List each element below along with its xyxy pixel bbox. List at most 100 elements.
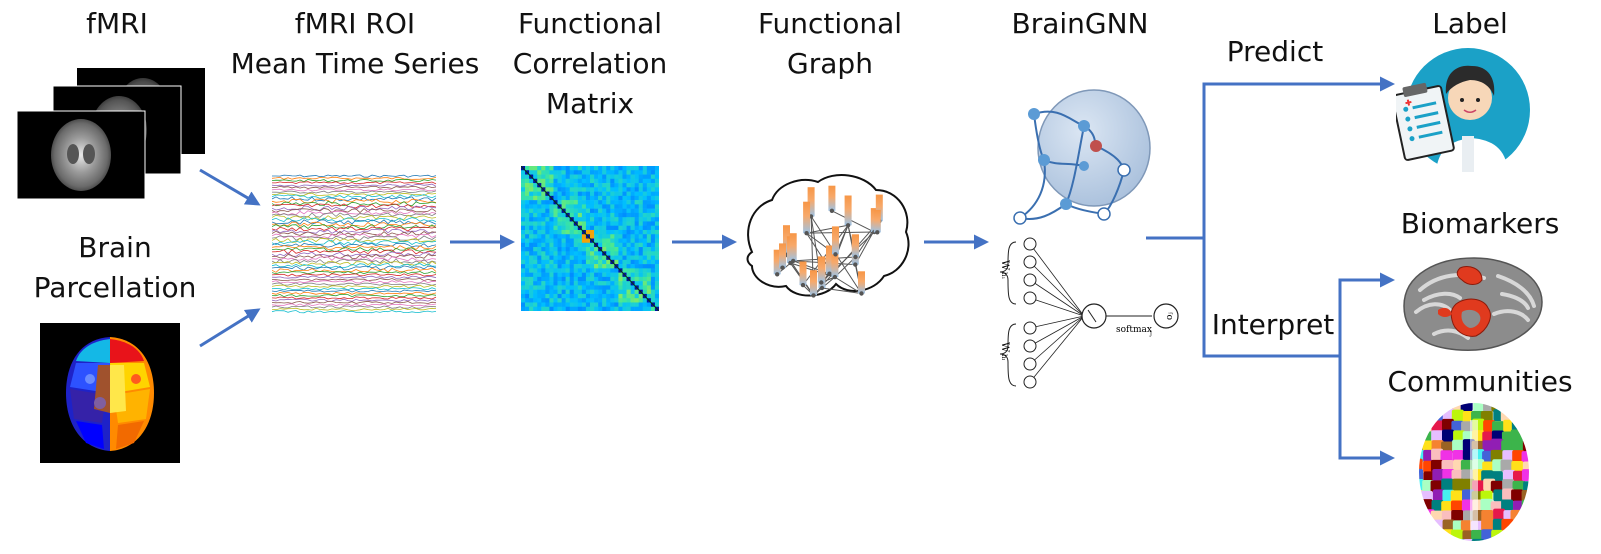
matrix-cell: [529, 217, 534, 222]
matrix-cell: [537, 200, 542, 205]
matrix-cell: [606, 200, 611, 205]
matrix-cell: [529, 225, 534, 231]
matrix-cell: [622, 191, 627, 197]
matrix-cell: [573, 298, 579, 303]
matrix-cell: [529, 183, 534, 188]
matrix-cell: [545, 238, 550, 244]
matrix-cell: [594, 178, 599, 184]
community-patch: [1430, 459, 1443, 472]
community-patch: [1490, 449, 1503, 462]
matrix-cell: [585, 208, 591, 214]
matrix-cell: [642, 225, 648, 231]
matrix-cell: [541, 217, 546, 222]
matrix-cell: [650, 276, 656, 282]
matrix-cell: [626, 238, 631, 244]
matrix-cell: [622, 238, 627, 244]
matrix-cell: [585, 285, 591, 290]
matrix-cell: [622, 276, 627, 282]
matrix-cell: [525, 242, 530, 248]
matrix-cell: [638, 247, 644, 252]
matrix-cell: [577, 221, 583, 226]
graph-edge: [834, 276, 862, 294]
matrix-cell: [630, 183, 635, 188]
matrix-cell: [569, 174, 575, 180]
matrix-cell: [577, 195, 583, 201]
matrix-cell: [602, 289, 607, 295]
matrix-cell: [594, 293, 599, 299]
matrix-cell: [638, 285, 644, 290]
matrix-cell: [565, 268, 571, 273]
matrix-cell: [557, 255, 562, 261]
graph-node-bar: [852, 234, 859, 257]
graph-node: [829, 208, 835, 213]
matrix-cell: [614, 251, 619, 256]
matrix-cell: [533, 200, 538, 205]
matrix-cell: [545, 200, 550, 205]
matrix-cell: [606, 306, 611, 311]
matrix-cell: [638, 255, 644, 261]
matrix-cell: [590, 200, 595, 205]
matrix-cell: [569, 238, 575, 244]
matrix-cell: [602, 298, 607, 303]
matrix-cell: [569, 191, 575, 197]
matrix-cell: [577, 242, 583, 248]
matrix-cell: [537, 166, 542, 171]
matrix-cell: [557, 212, 562, 218]
matrix-cell: [541, 298, 546, 303]
community-patch: [1431, 430, 1444, 443]
community-patch: [1441, 460, 1454, 473]
matrix-cell: [614, 212, 619, 218]
matrix-cell: [561, 281, 566, 286]
matrix-cell: [557, 306, 562, 311]
matrix-cell: [602, 259, 607, 265]
matrix-cell: [545, 204, 550, 209]
matrix-cell: [585, 238, 591, 244]
matrix-cell: [557, 298, 562, 303]
matrix-cell: [626, 293, 631, 299]
matrix-cell: [634, 234, 640, 239]
matrix-cell: [598, 183, 603, 188]
matrix-cell: [557, 217, 562, 222]
matrix-cell: [537, 285, 542, 290]
weight-top-label: W: [999, 260, 1010, 271]
matrix-cell: [573, 187, 579, 192]
matrix-cell: [577, 247, 583, 252]
matrix-cell: [590, 183, 595, 188]
matrix-cell: [545, 195, 550, 201]
time-series-line: [272, 210, 437, 216]
matrix-cell: [634, 259, 640, 265]
community-patch: [1502, 479, 1515, 492]
matrix-cell: [561, 264, 566, 269]
matrix-cell: [590, 272, 595, 278]
label-biomarkers-text: Biomarkers: [1400, 207, 1560, 240]
matrix-cell: [654, 208, 659, 214]
matrix-cell: [630, 302, 635, 308]
time-series-line: [272, 203, 437, 209]
matrix-cell: [521, 183, 526, 188]
graph-edge: [806, 231, 875, 234]
matrix-cell: [561, 200, 566, 205]
matrix-cell: [634, 276, 640, 282]
matrix-cell: [525, 285, 530, 290]
matrix-cell: [638, 208, 644, 214]
matrix-cell: [577, 306, 583, 311]
matrix-cell: [630, 229, 635, 235]
matrix-cell: [626, 268, 631, 273]
network-edge: [1029, 315, 1085, 365]
matrix-cell: [618, 217, 623, 222]
matrix-cell: [537, 255, 542, 261]
matrix-cell: [545, 170, 550, 175]
matrix-cell: [565, 225, 571, 231]
matrix-cell: [573, 200, 579, 205]
matrix-cell: [650, 285, 656, 290]
matrix-cell: [650, 293, 656, 299]
matrix-cell: [573, 285, 579, 290]
matrix-cell: [650, 174, 656, 180]
matrix-cell: [553, 225, 558, 231]
matrix-cell: [557, 281, 562, 286]
graph-node: [875, 230, 880, 235]
matrix-cell: [545, 225, 550, 231]
matrix-cell: [610, 298, 615, 303]
matrix-cell: [565, 255, 571, 261]
matrix-cell: [585, 170, 591, 175]
